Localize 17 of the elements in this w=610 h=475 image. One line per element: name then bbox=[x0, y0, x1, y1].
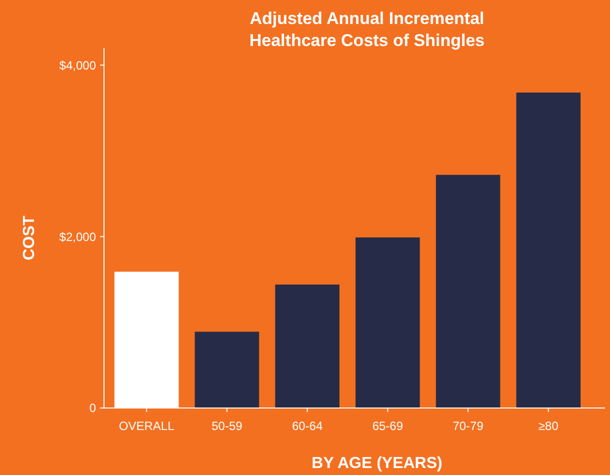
bar bbox=[194, 332, 260, 408]
bar bbox=[275, 284, 340, 408]
x-tick-label: 60-64 bbox=[292, 419, 323, 433]
bar bbox=[436, 174, 500, 408]
x-tick-label: OVERALL bbox=[118, 419, 175, 433]
x-tick-label: ≥80 bbox=[538, 419, 559, 433]
bar bbox=[356, 237, 420, 408]
x-tick-label: 50-59 bbox=[212, 419, 243, 433]
bar bbox=[516, 92, 581, 408]
y-tick-label: $2,000 bbox=[59, 230, 96, 244]
y-tick-label: 0 bbox=[89, 401, 96, 416]
x-tick-label: 70-79 bbox=[452, 419, 484, 433]
y-axis-title: COST bbox=[21, 216, 38, 260]
chart-title: Adjusted Annual Incremental Healthcare Costs of Shingles bbox=[249, 9, 485, 50]
x-axis-title: BY AGE (YEARS) bbox=[312, 455, 442, 472]
x-tick-label: 65-69 bbox=[372, 419, 404, 433]
y-tick-label: $4,000 bbox=[59, 58, 96, 72]
